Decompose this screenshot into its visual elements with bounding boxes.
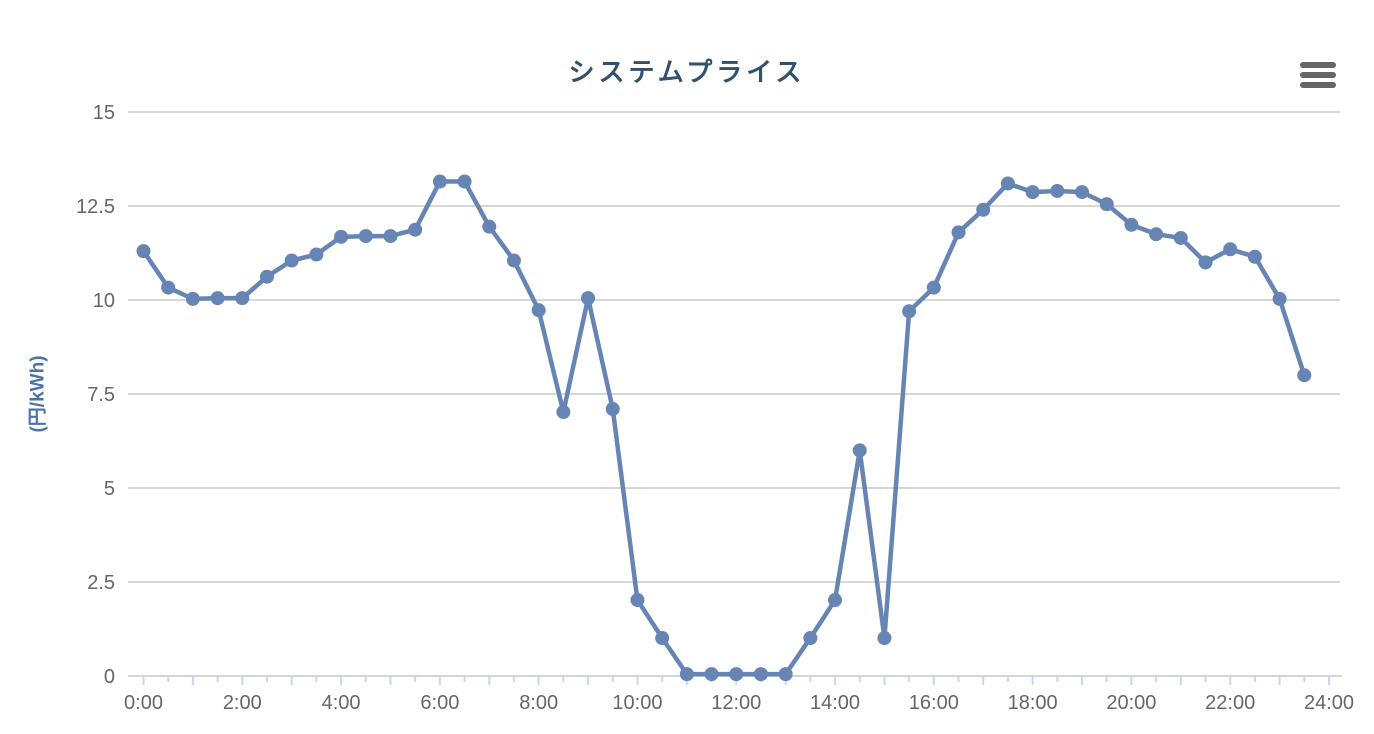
x-tick-label: 8:00	[519, 692, 558, 714]
hamburger-icon-bar	[1300, 62, 1336, 68]
data-point-marker[interactable]	[704, 667, 719, 682]
y-axis-title: (円/kWh)	[27, 355, 49, 433]
x-tick-label: 22:00	[1205, 692, 1255, 714]
series-markers	[136, 174, 1312, 682]
data-point-marker[interactable]	[976, 202, 991, 217]
data-point-marker[interactable]	[729, 667, 744, 682]
data-point-marker[interactable]	[951, 225, 966, 240]
data-point-marker[interactable]	[556, 405, 571, 420]
hamburger-icon-bar	[1300, 82, 1336, 88]
x-tick-labels: 0:00 2:00 4:00 6:00 8:00 10:00 12:00 14:00 16:00…	[124, 692, 1354, 714]
data-point-marker[interactable]	[803, 631, 818, 646]
y-tick-label: 2.5	[87, 572, 115, 594]
data-point-marker[interactable]	[1223, 242, 1238, 257]
data-point-marker[interactable]	[581, 291, 596, 306]
data-point-marker[interactable]	[259, 269, 274, 284]
data-point-marker[interactable]	[679, 667, 694, 682]
chart-title: システムプライス	[568, 57, 806, 87]
data-point-marker[interactable]	[1173, 230, 1188, 245]
data-point-marker[interactable]	[1000, 176, 1015, 191]
data-point-marker[interactable]	[432, 174, 447, 189]
data-point-marker[interactable]	[1124, 217, 1139, 232]
data-point-marker[interactable]	[210, 291, 225, 306]
data-point-marker[interactable]	[655, 631, 670, 646]
data-point-marker[interactable]	[1198, 255, 1213, 270]
data-point-marker[interactable]	[753, 667, 768, 682]
x-tick-label: 24:00	[1304, 692, 1354, 714]
x-tick-label: 16:00	[909, 692, 959, 714]
x-tick-label: 18:00	[1008, 692, 1058, 714]
x-tick-label: 4:00	[322, 692, 361, 714]
data-point-marker[interactable]	[235, 291, 250, 306]
data-point-marker[interactable]	[1247, 249, 1262, 264]
data-point-marker[interactable]	[1025, 185, 1040, 200]
data-point-marker[interactable]	[1050, 183, 1065, 198]
data-point-marker[interactable]	[185, 291, 200, 306]
x-tick-label: 10:00	[612, 692, 662, 714]
hamburger-icon-bar	[1300, 72, 1336, 78]
data-point-marker[interactable]	[778, 667, 793, 682]
data-point-marker[interactable]	[1149, 227, 1164, 242]
x-tick-label: 20:00	[1106, 692, 1156, 714]
x-tick-label: 12:00	[711, 692, 761, 714]
data-point-marker[interactable]	[383, 229, 398, 244]
data-point-marker[interactable]	[531, 303, 546, 318]
export-menu-button[interactable]	[1298, 60, 1338, 90]
data-point-marker[interactable]	[1075, 185, 1090, 200]
data-point-marker[interactable]	[902, 304, 917, 319]
data-point-marker[interactable]	[828, 593, 843, 608]
data-point-marker[interactable]	[161, 280, 176, 295]
data-point-marker[interactable]	[605, 402, 620, 417]
x-tick-label: 6:00	[420, 692, 459, 714]
data-point-marker[interactable]	[408, 222, 423, 237]
data-point-marker[interactable]	[309, 247, 324, 262]
data-point-marker[interactable]	[1099, 197, 1114, 212]
data-point-marker[interactable]	[630, 593, 645, 608]
data-point-marker[interactable]	[1272, 291, 1287, 306]
x-tick-label: 14:00	[810, 692, 860, 714]
y-tick-label: 0	[104, 666, 115, 688]
x-tick-label: 2:00	[223, 692, 262, 714]
data-point-marker[interactable]	[334, 229, 349, 244]
y-tick-label: 10	[93, 290, 115, 312]
x-tick-label: 0:00	[124, 692, 163, 714]
y-tick-label: 7.5	[87, 384, 115, 406]
data-point-marker[interactable]	[457, 174, 472, 189]
data-point-marker[interactable]	[284, 253, 299, 268]
data-point-marker[interactable]	[482, 219, 497, 234]
data-point-marker[interactable]	[926, 280, 941, 295]
x-ticks	[142, 676, 1330, 685]
data-point-marker[interactable]	[136, 244, 151, 259]
y-tick-label: 12.5	[76, 196, 115, 218]
data-point-marker[interactable]	[1297, 368, 1312, 383]
y-tick-labels: 0 2.5 5 7.5 10 12.5 15	[76, 102, 115, 688]
y-tick-label: 15	[93, 102, 115, 124]
data-point-marker[interactable]	[852, 443, 867, 458]
data-point-marker[interactable]	[506, 253, 521, 268]
data-point-marker[interactable]	[877, 631, 892, 646]
y-tick-label: 5	[104, 478, 115, 500]
y-gridlines	[128, 111, 1340, 677]
data-point-marker[interactable]	[358, 229, 373, 244]
